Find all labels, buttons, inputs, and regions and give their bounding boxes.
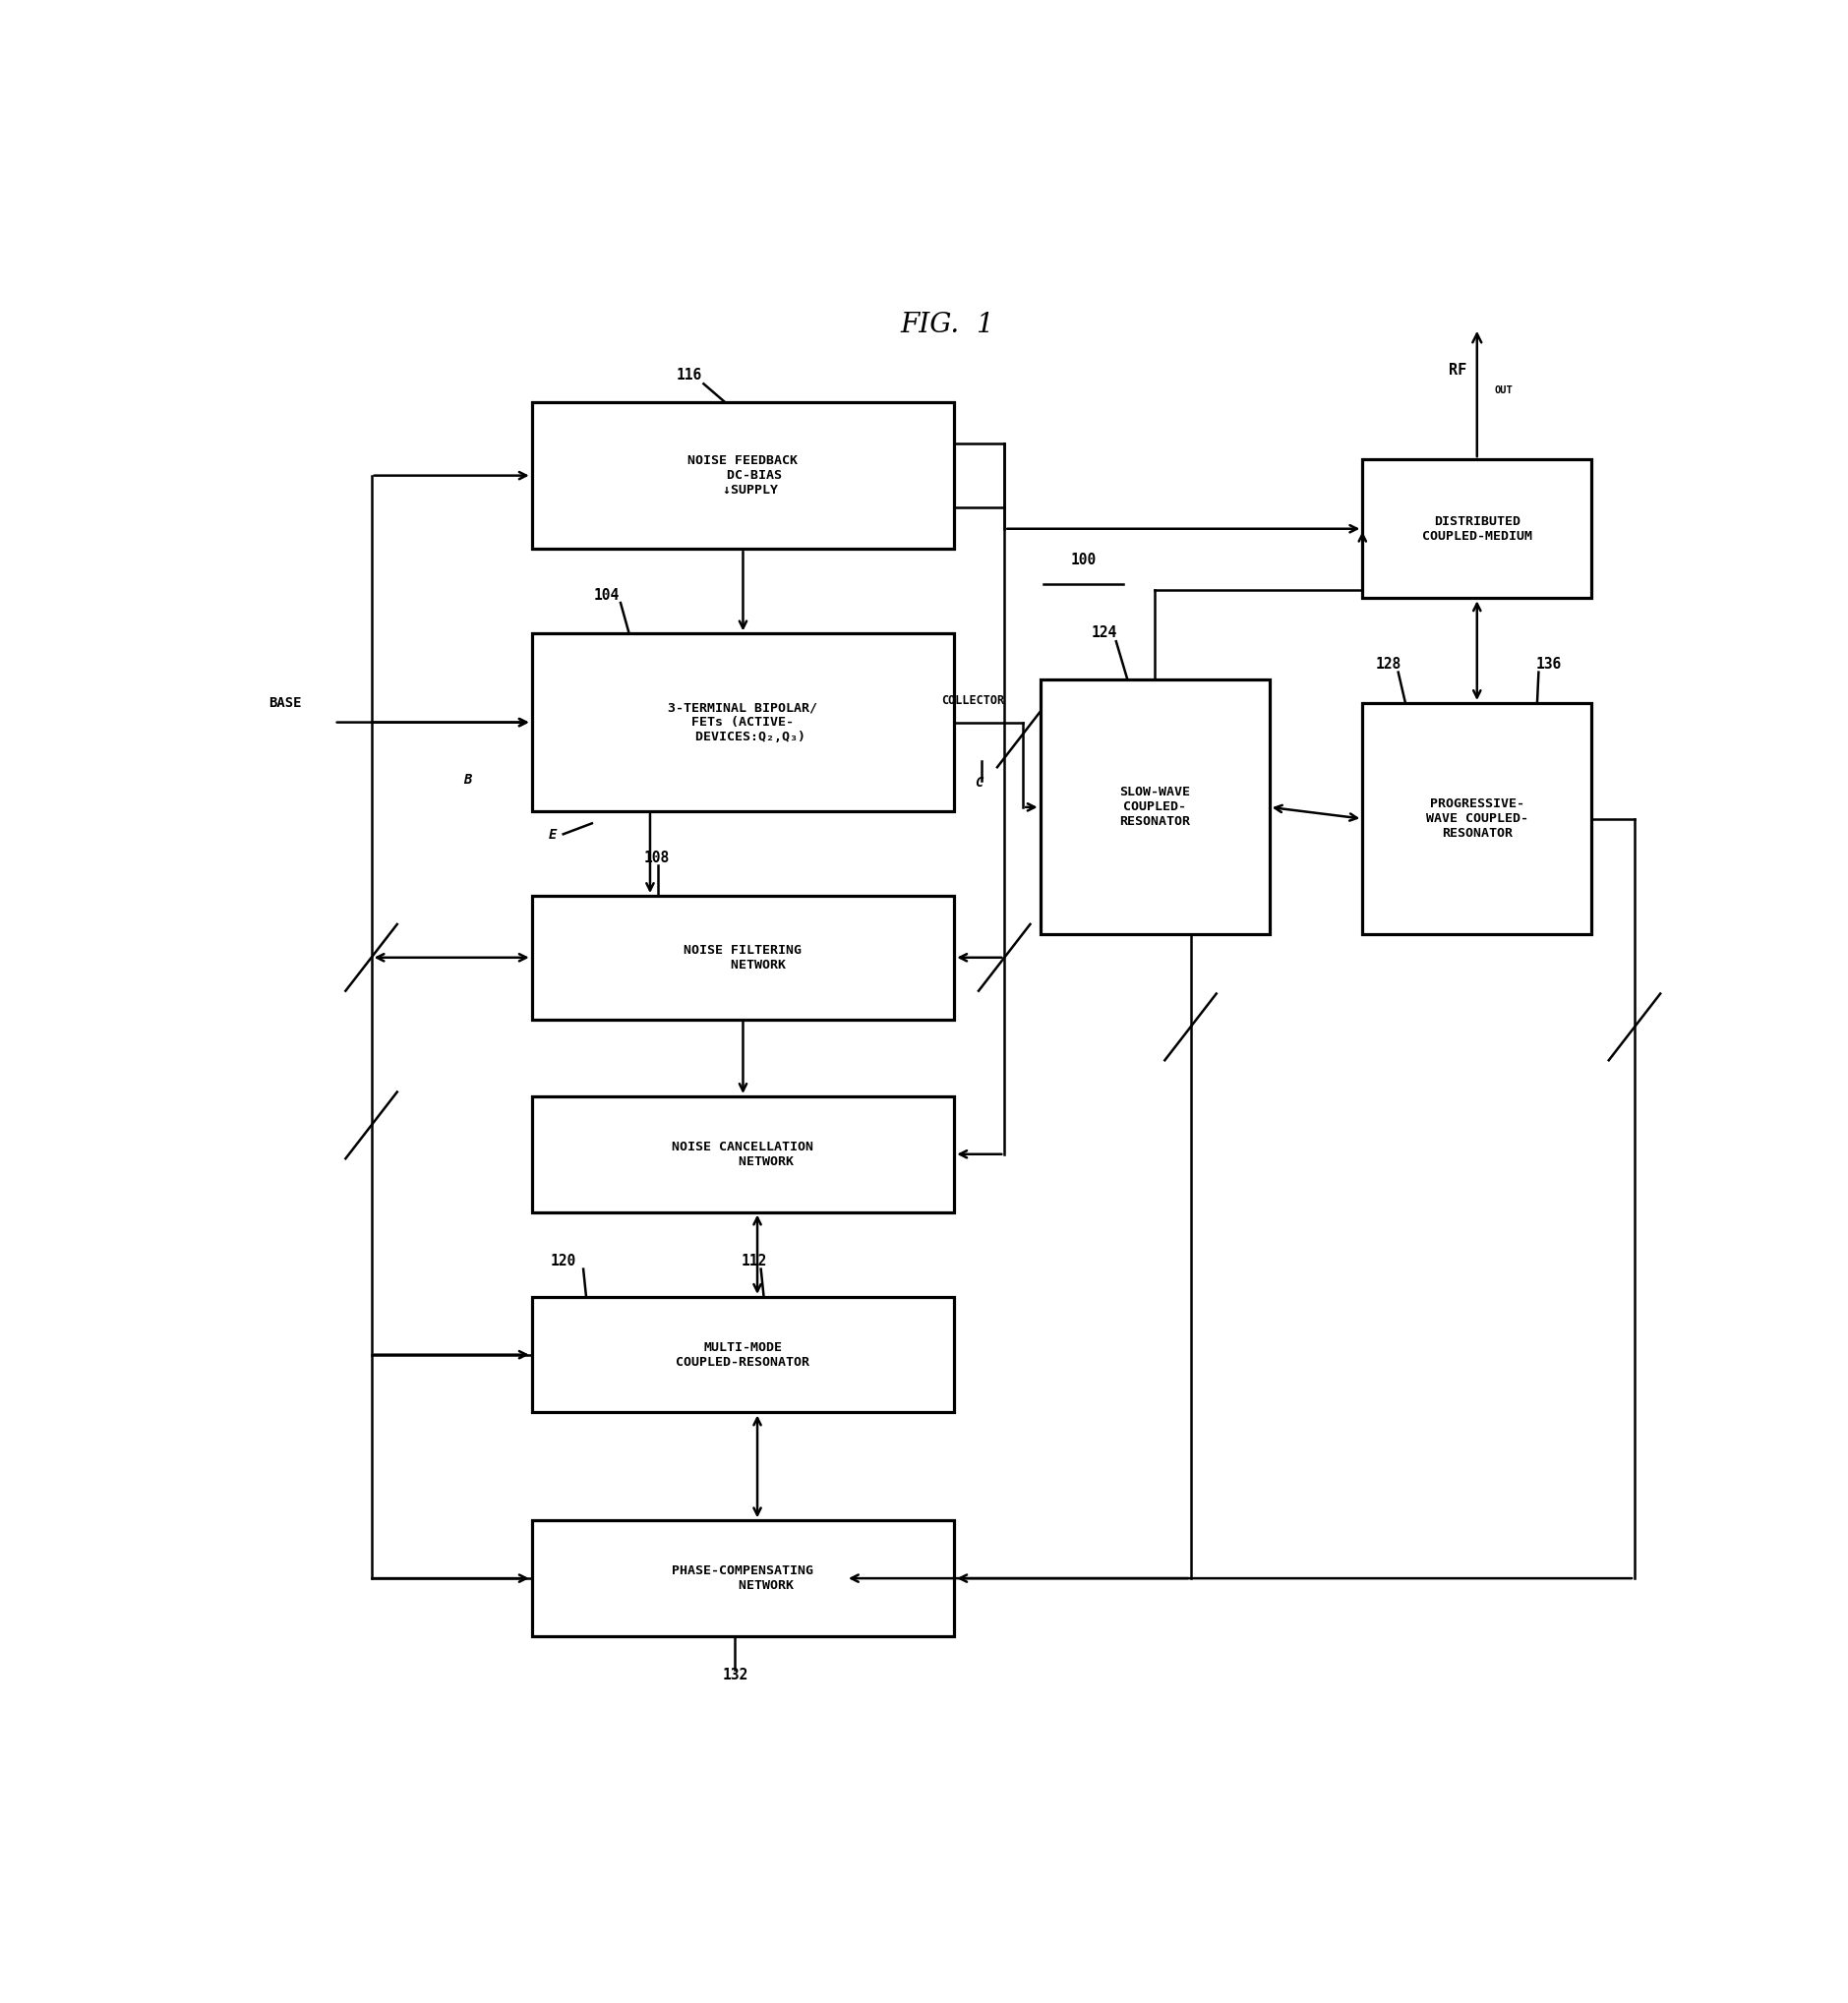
FancyBboxPatch shape bbox=[532, 1296, 954, 1412]
Text: 124: 124 bbox=[1092, 625, 1118, 639]
Text: 112: 112 bbox=[741, 1254, 767, 1270]
Text: 3-TERMINAL BIPOLAR/
FETs (ACTIVE-
  DEVICES:Q₂,Q₃): 3-TERMINAL BIPOLAR/ FETs (ACTIVE- DEVICE… bbox=[669, 701, 819, 743]
Text: PROGRESSIVE-
WAVE COUPLED-
RESONATOR: PROGRESSIVE- WAVE COUPLED- RESONATOR bbox=[1427, 797, 1528, 839]
Text: NOISE CANCELLATION
      NETWORK: NOISE CANCELLATION NETWORK bbox=[673, 1140, 813, 1168]
Text: E: E bbox=[549, 827, 558, 841]
Text: 116: 116 bbox=[676, 367, 702, 383]
Text: MULTI-MODE
COUPLED-RESONATOR: MULTI-MODE COUPLED-RESONATOR bbox=[676, 1340, 809, 1368]
Text: OUT: OUT bbox=[1495, 385, 1514, 395]
FancyBboxPatch shape bbox=[1362, 459, 1591, 599]
FancyBboxPatch shape bbox=[532, 1520, 954, 1636]
FancyBboxPatch shape bbox=[1362, 703, 1591, 933]
Text: C: C bbox=[974, 777, 983, 789]
Text: BASE: BASE bbox=[270, 697, 301, 709]
FancyBboxPatch shape bbox=[532, 633, 954, 811]
Text: 136: 136 bbox=[1536, 657, 1562, 673]
Text: SLOW-WAVE
COUPLED-
RESONATOR: SLOW-WAVE COUPLED- RESONATOR bbox=[1120, 785, 1190, 829]
Text: 120: 120 bbox=[551, 1254, 577, 1270]
Text: PHASE-COMPENSATING
      NETWORK: PHASE-COMPENSATING NETWORK bbox=[673, 1564, 813, 1592]
Text: B: B bbox=[464, 773, 471, 787]
Text: NOISE FILTERING
    NETWORK: NOISE FILTERING NETWORK bbox=[684, 943, 802, 971]
FancyBboxPatch shape bbox=[1040, 679, 1270, 933]
Text: FIG.  1: FIG. 1 bbox=[900, 312, 994, 339]
FancyBboxPatch shape bbox=[532, 1096, 954, 1212]
Text: COLLECTOR: COLLECTOR bbox=[941, 693, 1005, 707]
Text: 104: 104 bbox=[593, 589, 619, 603]
Text: 132: 132 bbox=[723, 1668, 748, 1683]
FancyBboxPatch shape bbox=[532, 403, 954, 549]
Text: 108: 108 bbox=[643, 849, 669, 865]
Text: DISTRIBUTED
COUPLED-MEDIUM: DISTRIBUTED COUPLED-MEDIUM bbox=[1421, 515, 1532, 543]
Text: 100: 100 bbox=[1070, 553, 1096, 567]
Text: 128: 128 bbox=[1375, 657, 1401, 673]
FancyBboxPatch shape bbox=[532, 895, 954, 1020]
Text: NOISE FEEDBACK
   DC-BIAS
  ↓SUPPLY: NOISE FEEDBACK DC-BIAS ↓SUPPLY bbox=[687, 455, 798, 497]
Text: RF: RF bbox=[1449, 363, 1465, 377]
